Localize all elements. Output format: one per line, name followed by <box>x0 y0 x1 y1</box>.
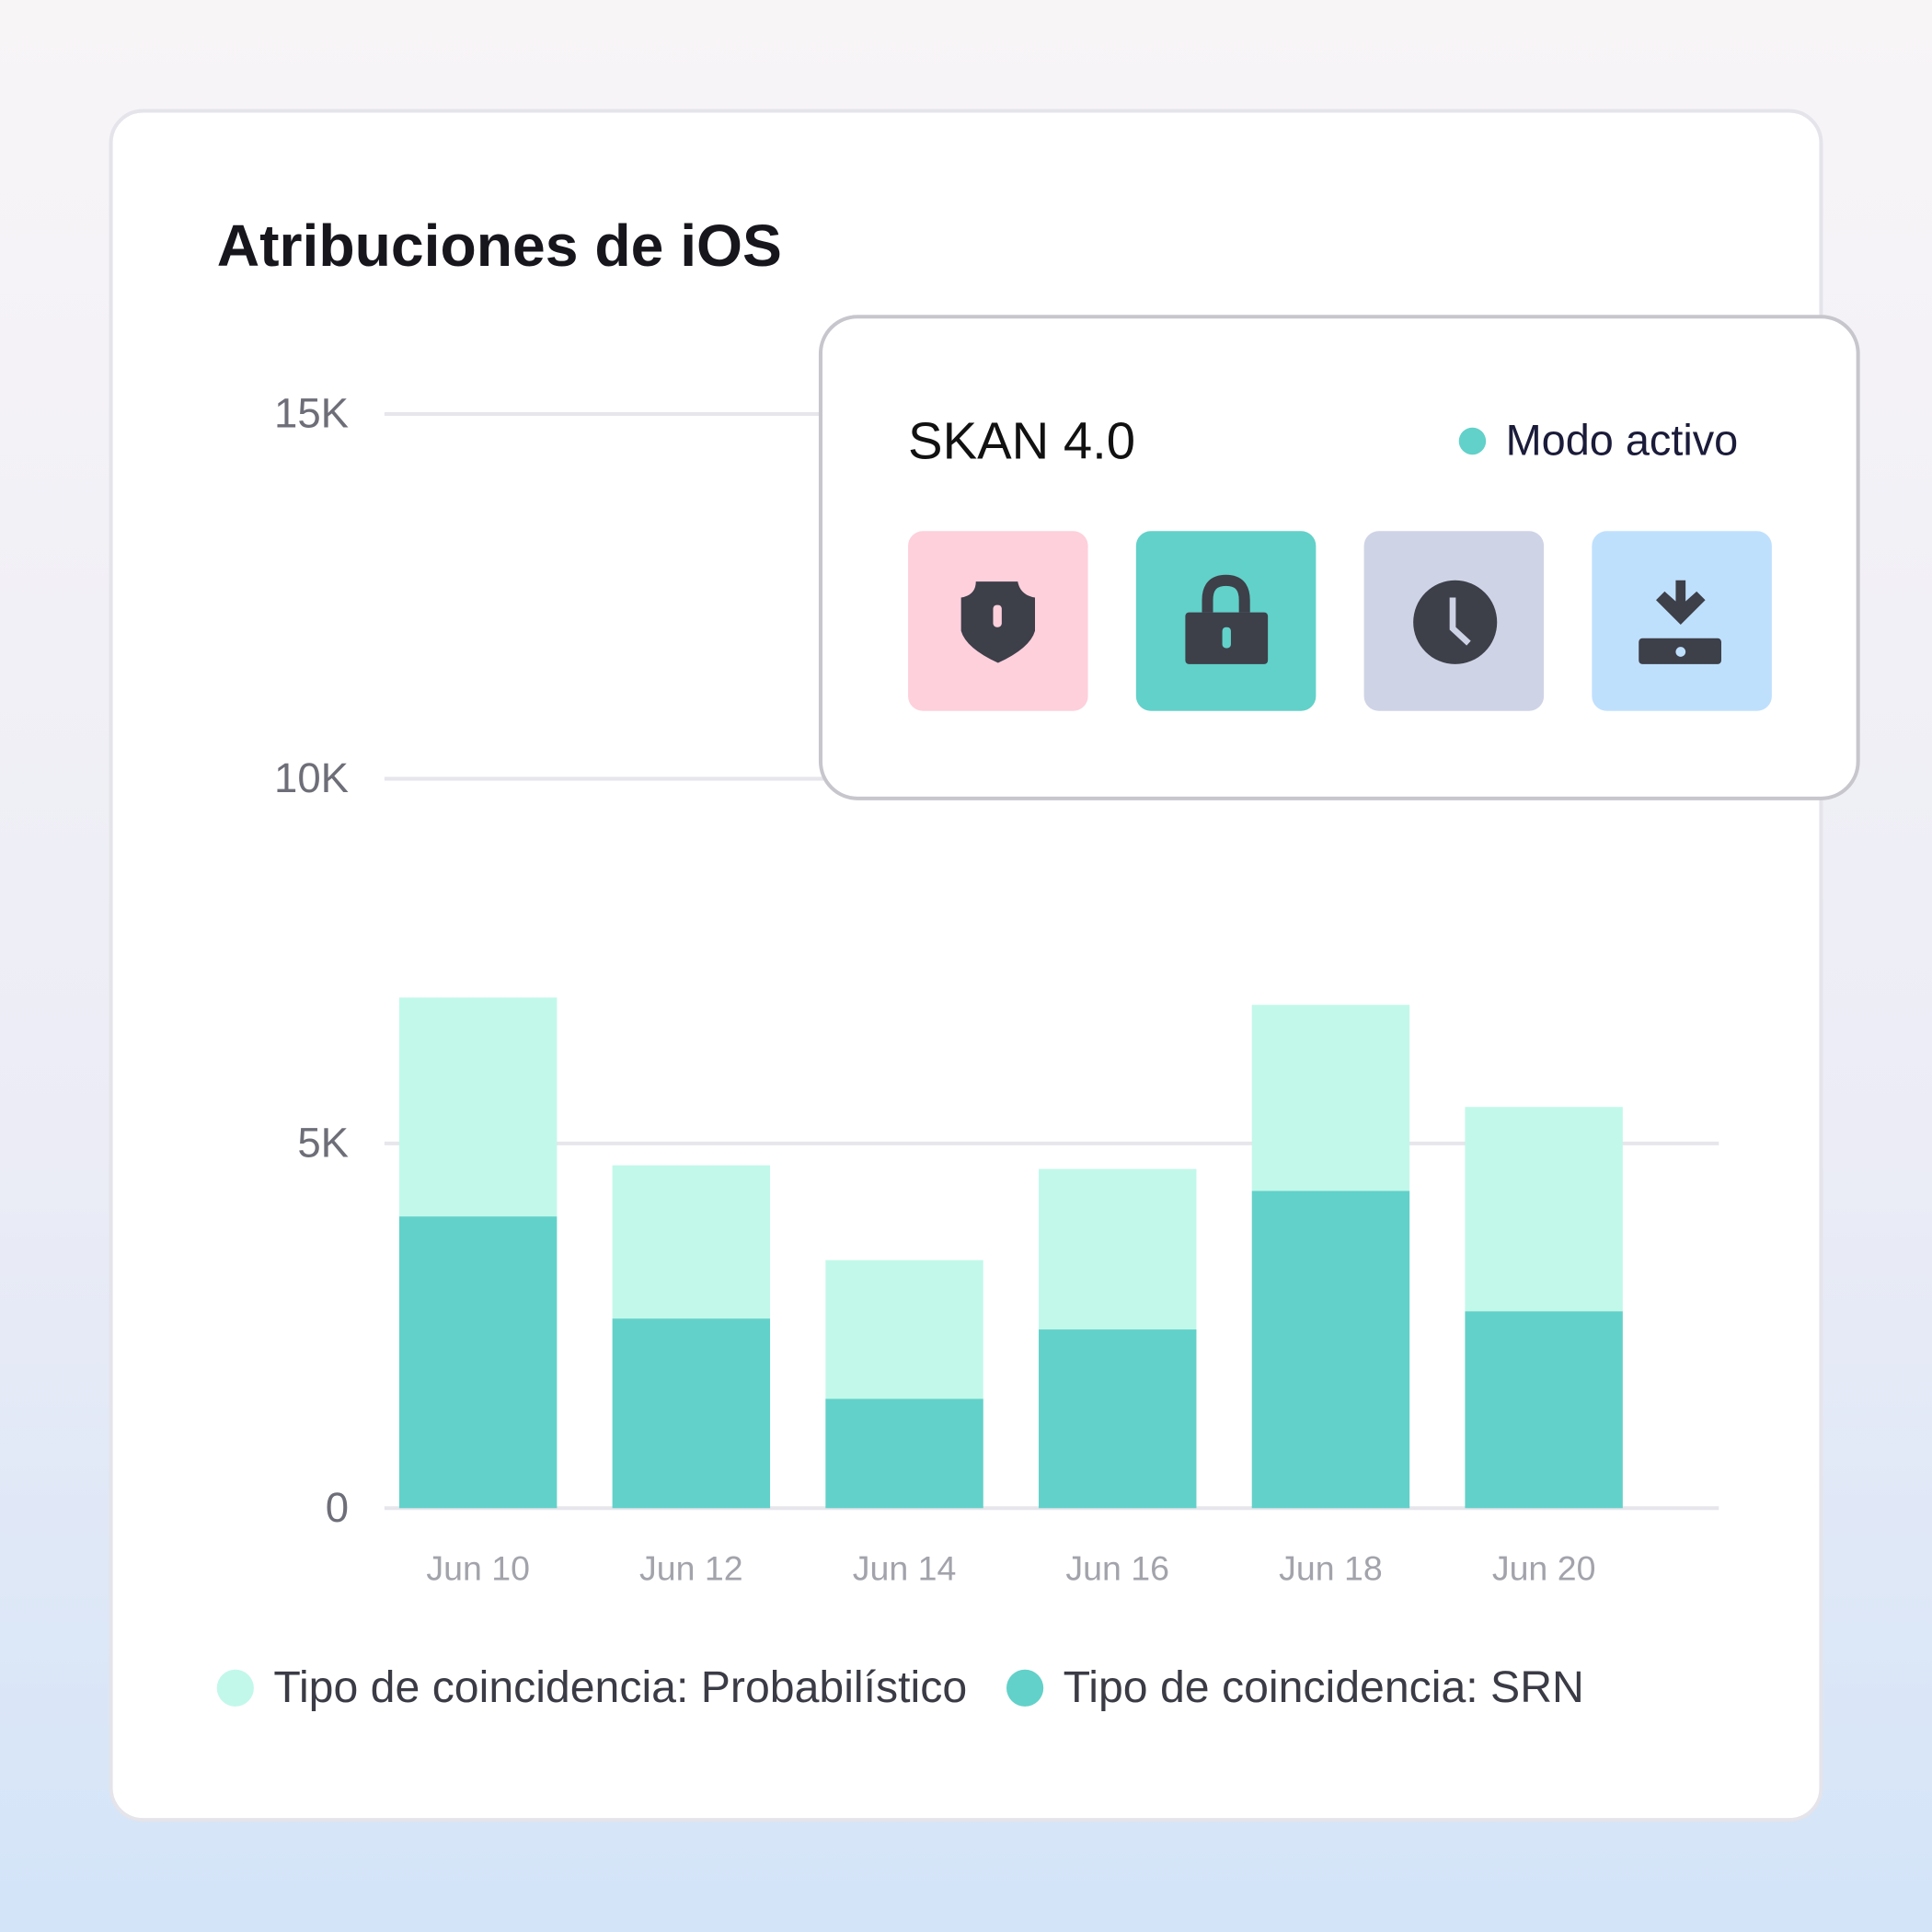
plot: 0 5K 10K 15K Jun 10 Jun 12 Jun 14 Jun 16 Jun 18 J… <box>274 390 1719 1587</box>
clock-hands <box>1449 597 1471 646</box>
bar-segment <box>398 1216 558 1509</box>
shield-mark <box>993 604 1002 627</box>
download-arrow <box>1656 580 1706 626</box>
bar-segment <box>825 1398 983 1509</box>
bar-segment <box>612 1165 771 1319</box>
skan-title: SKAN 4.0 <box>908 411 1135 469</box>
bar-segment <box>398 997 558 1217</box>
bar-segment <box>1465 1311 1623 1509</box>
chart-title: Atribuciones de iOS <box>217 213 782 279</box>
status-dot <box>1458 427 1487 455</box>
x-tick-label: Jun 20 <box>1492 1548 1596 1587</box>
x-tick-label: Jun 14 <box>853 1548 957 1587</box>
download-dot <box>1675 647 1686 657</box>
lock-shackle <box>1202 574 1250 613</box>
bar-segment <box>1251 1005 1410 1191</box>
bar-segment <box>1039 1168 1197 1330</box>
y-tick-label: 15K <box>274 390 349 437</box>
y-tick-label: 5K <box>297 1120 349 1167</box>
status-label: Modo activo <box>1506 417 1739 465</box>
bar-segment <box>825 1259 983 1399</box>
x-tick-label: Jun 12 <box>639 1548 743 1587</box>
legend-swatch <box>216 1669 254 1707</box>
bar-segment <box>1465 1107 1623 1312</box>
bar-segment <box>1251 1190 1410 1509</box>
bar-segment <box>1039 1329 1197 1509</box>
legend-label: Tipo de coincidencia: SRN <box>1064 1662 1584 1712</box>
legend-label: Tipo de coincidencia: Probabilístico <box>273 1662 967 1712</box>
x-tick-label: Jun 18 <box>1279 1548 1383 1587</box>
y-tick-label: 10K <box>274 754 349 801</box>
bar-segment <box>612 1318 771 1509</box>
legend: Tipo de coincidencia: Probabilístico Tipo… <box>216 1662 1584 1712</box>
x-tick-label: Jun 16 <box>1065 1548 1169 1587</box>
lock-keyhole <box>1222 627 1231 649</box>
skan-card: SKAN 4.0 Modo activo <box>818 315 1860 800</box>
y-tick-label: 0 <box>326 1484 349 1531</box>
x-tick-label: Jun 10 <box>426 1548 530 1587</box>
legend-swatch <box>1006 1669 1044 1707</box>
